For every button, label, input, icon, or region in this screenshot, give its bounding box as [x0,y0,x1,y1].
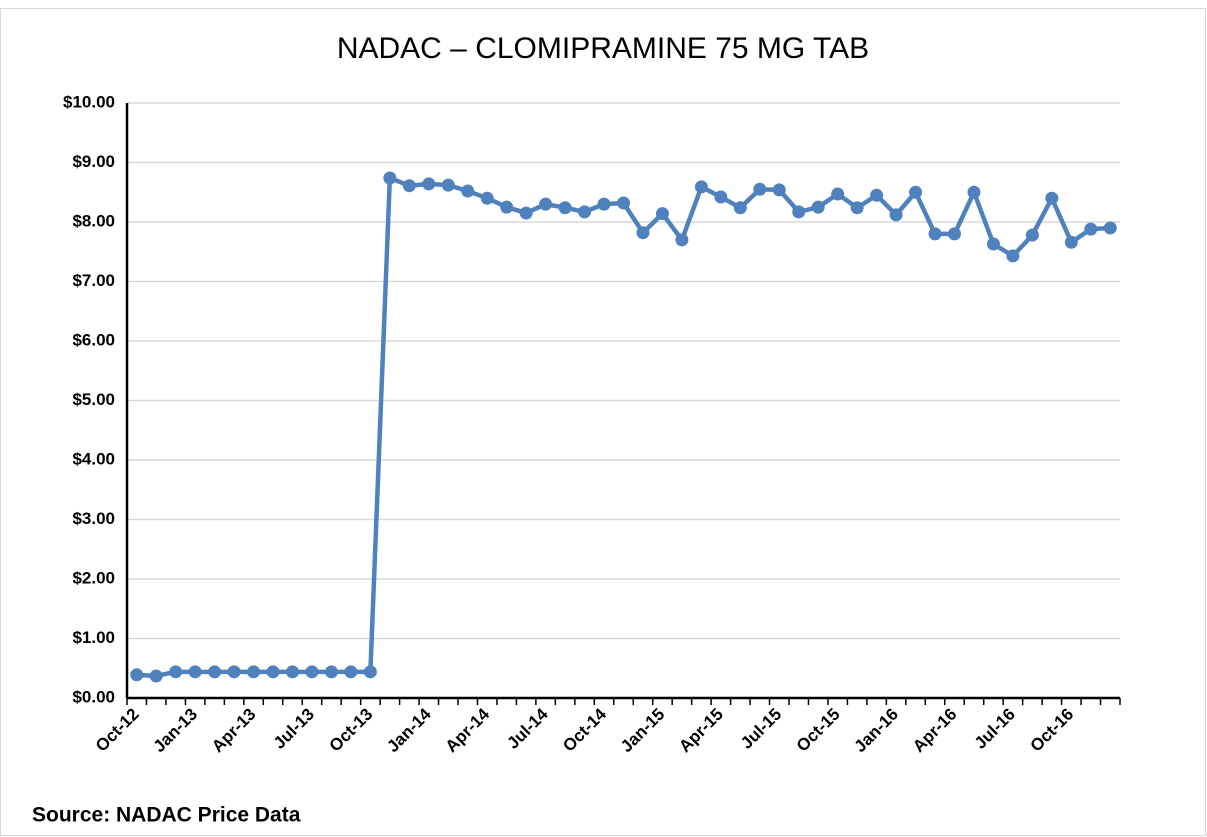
point [675,233,689,247]
y-tick-label: $10.00 [63,92,115,111]
point [480,191,494,205]
point [948,227,961,241]
point [1064,235,1078,249]
y-tick-label: $0.00 [72,687,115,706]
point [227,665,241,679]
point [889,208,903,222]
y-tick-label: $4.00 [72,449,115,468]
point [324,665,338,679]
point [1084,222,1098,236]
point [733,201,747,215]
point [870,188,884,202]
point [578,205,592,219]
point [286,665,299,679]
y-tick-label: $9.00 [72,152,115,171]
point [500,200,514,214]
point [422,177,436,191]
point [792,205,806,219]
point [986,237,1000,251]
point [617,196,630,210]
point [714,190,728,204]
y-tick-label: $7.00 [72,271,115,290]
point [811,200,825,214]
point [928,227,942,241]
point [597,197,611,211]
y-tick-label: $1.00 [72,628,115,647]
point [441,178,455,192]
point [169,665,183,679]
point [636,226,650,240]
point [558,201,572,215]
point [694,180,708,194]
point [130,668,144,682]
point [402,179,416,193]
point [344,665,358,679]
point [909,185,923,199]
point [539,197,553,211]
source-note: Source: NADAC Price Data [32,804,301,827]
point [1006,249,1020,263]
point [655,207,669,221]
y-tick-label: $5.00 [72,390,115,409]
point [149,669,163,683]
y-tick-label: $6.00 [72,330,115,349]
y-tick-label: $3.00 [72,509,115,528]
point [363,665,377,679]
y-tick-label: $2.00 [72,568,115,587]
point [831,187,845,201]
y-tick-label: $8.00 [72,211,115,230]
point [753,182,767,196]
point [519,206,533,220]
point [383,171,397,185]
point [247,665,261,679]
point [188,665,202,679]
point [305,665,319,679]
point [208,665,222,679]
chart-title: NADAC – CLOMIPRAMINE 75 MG TAB [337,32,869,65]
point [1025,228,1039,242]
point [772,183,786,197]
point [461,184,475,198]
point [967,185,981,199]
point [1103,221,1117,235]
point [266,665,280,679]
point [850,201,864,215]
point [1045,191,1059,205]
